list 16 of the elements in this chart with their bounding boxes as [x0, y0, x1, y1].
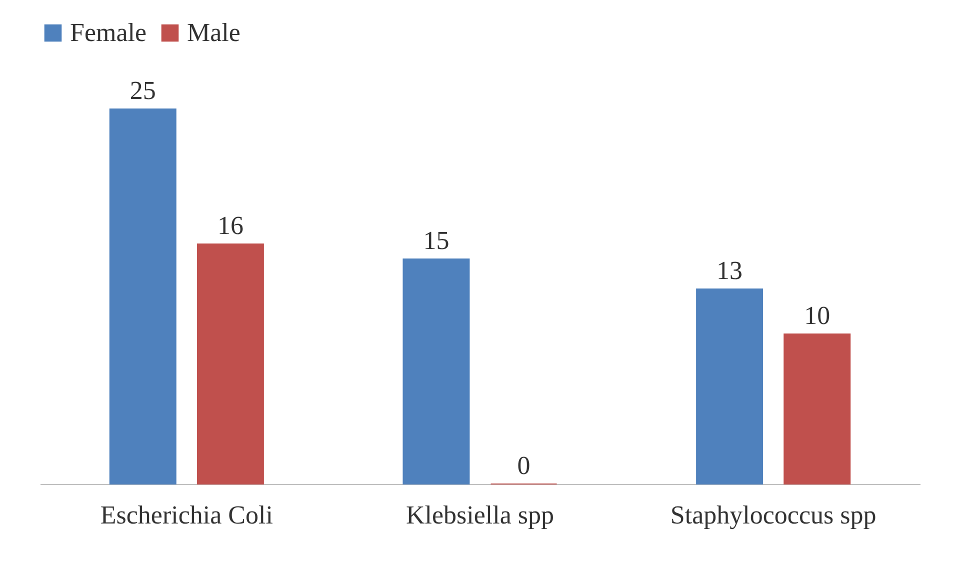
data-label: 0 — [517, 451, 530, 480]
bar — [196, 244, 264, 484]
data-label: 16 — [217, 211, 244, 240]
legend-label: Male — [187, 18, 240, 47]
x-tick-label: Escherichia Coli — [100, 500, 273, 530]
x-tick-label: Staphylococcus spp — [670, 500, 876, 530]
data-label: 10 — [804, 301, 830, 330]
bar — [784, 334, 851, 484]
bar — [109, 108, 176, 484]
bar — [696, 288, 764, 484]
data-label: 25 — [130, 76, 156, 105]
data-label: 15 — [423, 226, 450, 255]
bar — [402, 258, 470, 484]
x-tick-label: Klebsiella spp — [406, 500, 554, 530]
data-label: 13 — [716, 256, 743, 285]
legend-label: Female — [70, 18, 147, 47]
